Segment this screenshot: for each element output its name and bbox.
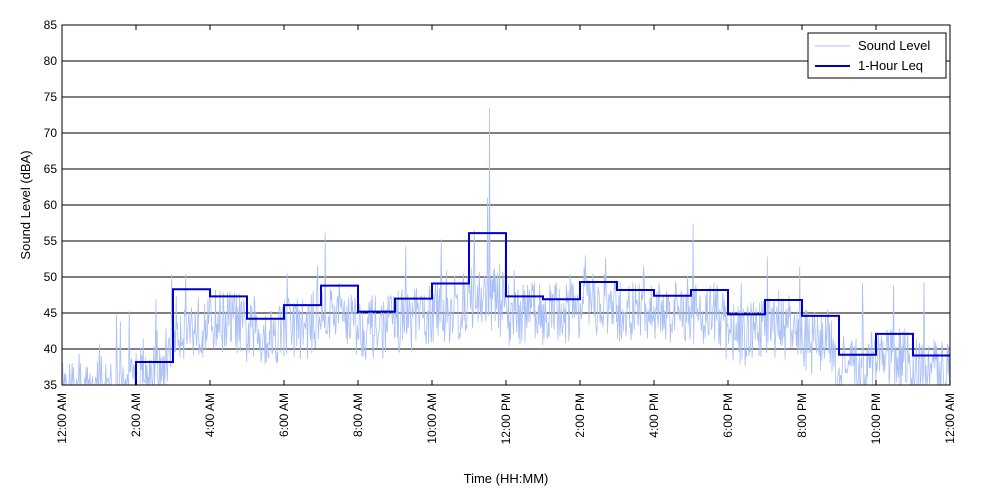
x-tick-label: 4:00 AM [203, 393, 217, 437]
y-axis: 35 40 45 50 55 60 65 70 75 80 85 [44, 18, 67, 392]
y-tick-label: 60 [44, 198, 58, 212]
x-tick-label: 10:00 AM [425, 393, 439, 444]
x-tick-label: 12:00 PM [499, 393, 513, 444]
x-tick-label: 6:00 PM [721, 393, 735, 438]
x-tick-label: 8:00 PM [795, 393, 809, 438]
y-tick-label: 65 [44, 162, 58, 176]
x-tick-label: 2:00 PM [573, 393, 587, 438]
y-tick-label: 50 [44, 270, 58, 284]
x-axis: 12:00 AM 2:00 AM 4:00 AM 6:00 AM 8:00 AM 10:0… [55, 25, 957, 444]
x-tick-label: 2:00 AM [129, 393, 143, 437]
legend-box [807, 32, 947, 79]
x-tick-label: 6:00 AM [277, 393, 291, 437]
leq-series [135, 232, 950, 385]
y-tick-label: 35 [44, 378, 58, 392]
x-tick-label: 12:00 AM [55, 393, 69, 444]
y-tick-label: 85 [44, 18, 58, 32]
x-tick-label: 8:00 AM [351, 393, 365, 437]
legend-label-sound-level: Sound Level [858, 38, 930, 53]
y-axis-label: Sound Level (dBA) [18, 150, 33, 259]
x-tick-label: 12:00 AM [943, 393, 957, 444]
y-tick-label: 40 [44, 342, 58, 356]
leq-step-line [135, 232, 950, 385]
y-tick-label: 55 [44, 234, 58, 248]
y-tick-label: 80 [44, 54, 58, 68]
x-tick-label: 4:00 PM [647, 393, 661, 438]
y-tick-label: 45 [44, 306, 58, 320]
x-tick-label: 10:00 PM [869, 393, 883, 444]
x-axis-label: Time (HH:MM) [464, 471, 549, 486]
legend-label-leq: 1-Hour Leq [858, 58, 923, 73]
y-tick-label: 70 [44, 126, 58, 140]
y-tick-label: 75 [44, 90, 58, 104]
legend: Sound Level 1-Hour Leq [807, 32, 947, 79]
